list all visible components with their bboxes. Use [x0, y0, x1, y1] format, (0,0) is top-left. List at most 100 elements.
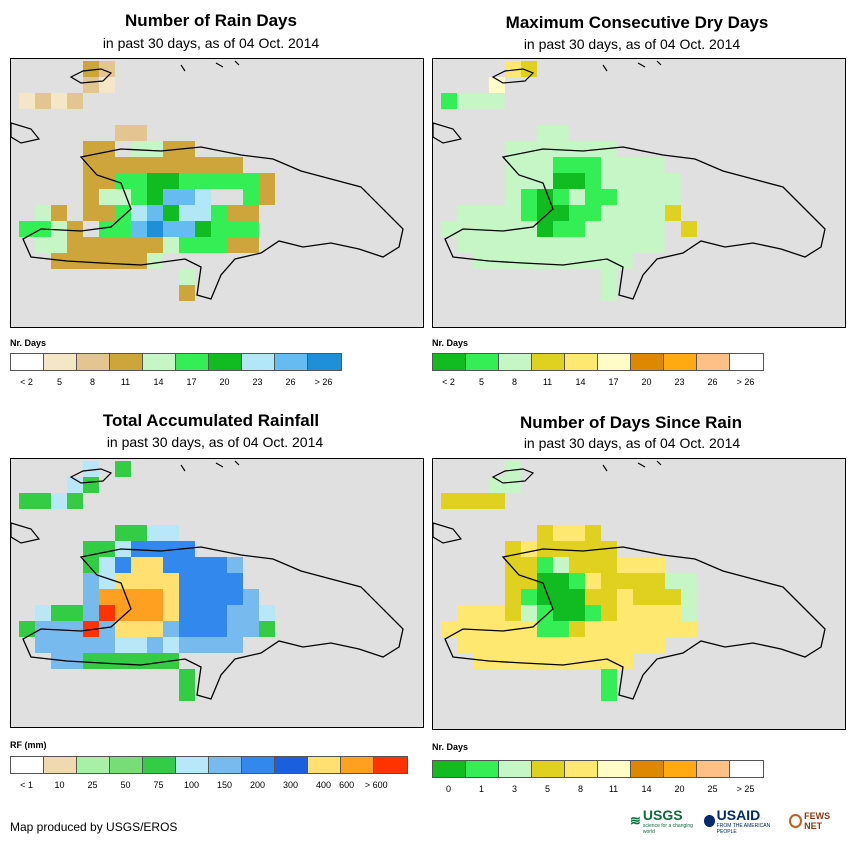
raster-cell — [115, 237, 131, 253]
raster-cell — [473, 205, 489, 221]
raster-cell — [649, 205, 665, 221]
raster-cell — [553, 189, 569, 205]
raster-cell — [195, 557, 211, 573]
raster-cell — [521, 557, 537, 573]
raster-cell — [83, 461, 99, 477]
raster-cell — [569, 605, 585, 621]
raster-cell — [195, 157, 211, 173]
legend-labels: < 1 10 25 50 75 100 150 200 300 400 600 > 600 — [10, 780, 406, 792]
raster-cell — [537, 573, 553, 589]
raster-cell — [617, 205, 633, 221]
raster-cell — [521, 173, 537, 189]
legend-label: 75 — [153, 780, 164, 790]
raster-cell — [601, 573, 617, 589]
raster-cell — [569, 573, 585, 589]
raster-cell — [537, 237, 553, 253]
usaid-seal-icon — [704, 815, 715, 827]
raster-cell — [19, 221, 35, 237]
agency-logos: ≋ USGS science for a changing world USAI… — [630, 807, 845, 835]
legend-swatch — [697, 354, 730, 370]
legend-label: 200 — [249, 780, 266, 790]
raster-cell — [83, 205, 99, 221]
map-days-since-rain[interactable] — [432, 458, 846, 730]
raster-cell — [601, 253, 617, 269]
legend-title: RF (mm) — [10, 740, 47, 750]
raster-cell — [473, 621, 489, 637]
raster-cell — [537, 557, 553, 573]
raster-cell — [35, 205, 51, 221]
raster-cell — [537, 253, 553, 269]
map-max-dry-days[interactable] — [432, 58, 846, 328]
map-total-rainfall[interactable] — [10, 458, 424, 728]
raster-cell — [537, 605, 553, 621]
map-raster — [433, 460, 826, 701]
raster-cell — [649, 605, 665, 621]
raster-cell — [649, 637, 665, 653]
raster-cell — [585, 205, 601, 221]
raster-cell — [489, 621, 505, 637]
panel-max-dry-days: Maximum Consecutive Dry Days in past 30 … — [432, 0, 846, 400]
raster-cell — [147, 253, 163, 269]
raster-cell — [227, 205, 243, 221]
raster-cell — [131, 621, 147, 637]
usgs-logo-text: USGS — [642, 807, 683, 823]
raster-cell — [441, 493, 457, 509]
raster-cell — [83, 61, 99, 77]
raster-cell — [537, 189, 553, 205]
raster-cell — [99, 621, 115, 637]
raster-cell — [585, 189, 601, 205]
legend-swatch — [11, 354, 44, 370]
raster-cell — [569, 653, 585, 669]
raster-cell — [601, 205, 617, 221]
raster-cell — [585, 605, 601, 621]
raster-cell — [457, 237, 473, 253]
legend-label: 23 — [674, 377, 685, 387]
raster-cell — [569, 205, 585, 221]
raster-cell — [553, 605, 569, 621]
legend-label: 20 — [674, 784, 685, 794]
raster-cell — [553, 253, 569, 269]
raster-cell — [665, 173, 681, 189]
raster-cell — [649, 557, 665, 573]
raster-cell — [457, 93, 473, 109]
raster-cell — [147, 605, 163, 621]
legend-swatch — [209, 757, 242, 773]
raster-cell — [505, 205, 521, 221]
legend-swatch — [275, 354, 308, 370]
raster-cell — [99, 253, 115, 269]
raster-cell — [131, 605, 147, 621]
raster-cell — [665, 205, 681, 221]
raster-cell — [633, 221, 649, 237]
raster-cell — [505, 221, 521, 237]
legend-title: Nr. Days — [432, 338, 469, 348]
raster-cell — [553, 125, 569, 141]
raster-cell — [505, 237, 521, 253]
raster-cell — [195, 637, 211, 653]
legend-label: 5 — [544, 784, 551, 794]
raster-cell — [19, 621, 35, 637]
raster-cell — [147, 621, 163, 637]
raster-cell — [585, 237, 601, 253]
raster-cell — [83, 237, 99, 253]
raster-cell — [163, 637, 179, 653]
raster-cell — [505, 173, 521, 189]
legend-swatch — [730, 761, 763, 777]
fewsnet-logo-text: FEWS NET — [804, 811, 831, 831]
raster-cell — [585, 221, 601, 237]
panel-title: Maximum Consecutive Dry Days — [505, 13, 769, 32]
fewsnet-logo: FEWS NET — [789, 811, 845, 831]
raster-cell — [227, 237, 243, 253]
raster-cell — [115, 621, 131, 637]
map-rain-days[interactable] — [10, 58, 424, 328]
raster-cell — [521, 253, 537, 269]
raster-cell — [179, 285, 195, 301]
raster-cell — [521, 573, 537, 589]
raster-cell — [585, 525, 601, 541]
raster-cell — [67, 93, 83, 109]
legend-swatch — [730, 354, 763, 370]
raster-cell — [131, 173, 147, 189]
legend-swatch — [110, 757, 143, 773]
raster-cell — [179, 605, 195, 621]
raster-cell — [601, 285, 617, 301]
islet-outlines — [11, 460, 240, 544]
